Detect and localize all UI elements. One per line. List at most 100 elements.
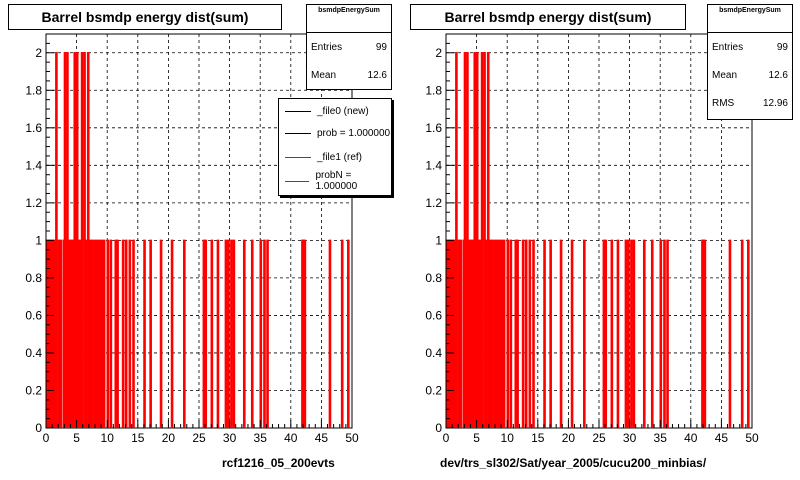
histogram-bar [506,239,510,428]
x-tick-label: 40 [284,431,298,445]
y-tick-label: 0.8 [425,271,442,285]
y-tick-label: 1.6 [25,121,42,135]
right-stats-name: bsmdpEnergySum [708,5,792,33]
legend-label: _file1 (ref) [317,151,363,163]
histogram-bar [83,52,86,428]
histogram-bar [502,239,506,428]
histogram-bar [659,239,663,428]
histogram-bar [616,239,620,428]
x-tick-label: 40 [684,431,698,445]
y-tick-label: 1 [35,233,42,247]
y-tick-label: 0 [35,421,42,435]
legend-label: probN = 1.000000 [315,170,358,192]
right-footer-label: dev/trs_sl302/Sat/year_2005/cucu200_minb… [440,456,707,470]
histogram-bar [466,52,469,428]
legend-entry-prob: prob = 1.000000 [279,123,391,143]
histogram-bar [259,239,263,428]
y-tick-label: 2 [435,46,442,60]
histogram-bar [57,239,61,428]
histogram-bar [516,239,519,428]
histogram-bar [77,239,80,428]
histogram-bar [121,239,125,428]
histogram-bar [106,239,110,428]
legend-entry-file1: _file1 (ref) [279,147,391,167]
histogram-bar [473,52,477,428]
histogram-bar [69,239,73,428]
x-tick-label: 15 [531,431,545,445]
entries-label: Entries [311,41,343,53]
histogram-bar [95,239,99,428]
histogram-bar [490,239,494,428]
x-tick-label: 25 [192,431,206,445]
histogram-bar [303,239,307,428]
y-tick-label: 0.8 [25,271,42,285]
histogram-bar [90,239,94,428]
histogram-bar [204,239,208,428]
right-stats-rms-row: RMS 12.96 [708,89,792,117]
histogram-bar [521,239,525,428]
mean-label: Mean [712,69,738,81]
histogram-bar [627,239,630,428]
histogram-bar [59,239,62,428]
y-tick-label: 1.6 [425,121,442,135]
histogram-bar [93,239,96,428]
histogram-bar [455,52,458,428]
histogram-bar [453,239,456,428]
y-tick-label: 1 [435,233,442,247]
x-tick-label: 20 [562,431,576,445]
histogram-bar [202,239,206,428]
histogram-bar [632,239,636,428]
histogram-bar [100,239,104,428]
y-tick-label: 1.4 [25,158,42,172]
legend-swatch [285,180,310,182]
x-tick-label: 30 [223,431,237,445]
right-stats-entries-row: Entries 99 [708,33,792,61]
histogram-bar [471,239,475,428]
x-tick-label: 50 [745,431,759,445]
x-tick-label: 20 [162,431,176,445]
histogram-bar [459,239,462,428]
histogram-bar [583,239,586,428]
right-stats-box: bsmdpEnergySum Entries 99 Mean 12.6 RMS … [707,4,793,120]
histogram-bar [230,239,233,428]
histogram-bar [227,239,230,428]
y-tick-label: 0.4 [425,346,442,360]
histogram-bar [469,239,473,428]
y-tick-label: 1.8 [25,83,42,97]
histogram-bar [80,52,84,428]
mean-value: 12.6 [768,69,788,81]
histogram-bar [485,239,488,428]
histogram-bar [66,52,69,428]
histogram-bar [524,239,528,428]
histogram-bar [51,239,55,428]
histogram-bar [210,239,214,428]
histogram-bar [543,239,546,428]
histogram-bar [124,239,128,428]
x-tick-label: 5 [73,431,80,445]
y-tick-label: 0.6 [425,308,442,322]
histogram-bar [170,239,174,428]
histogram-bar [55,52,58,428]
histogram-bar [549,239,552,428]
x-tick-label: 15 [131,431,145,445]
histogram-bar [109,239,113,428]
y-tick-label: 1.8 [425,83,442,97]
y-tick-label: 0.6 [25,308,42,322]
histogram-bar [149,239,152,428]
histogram-bar [701,239,705,428]
histogram-bar [224,239,228,428]
x-tick-label: 10 [101,431,115,445]
histogram-bar [451,239,455,428]
histogram-bar [128,239,132,428]
histogram-bar [183,239,186,428]
histogram-bar [495,239,499,428]
histogram-bar [532,239,535,428]
histogram-bar [114,239,118,428]
y-tick-label: 1.4 [425,158,442,172]
histogram-bar [728,239,732,428]
histogram-bar [663,239,666,428]
histogram-bar [650,239,654,428]
histogram-bar [483,52,486,428]
histogram-bar [328,239,332,428]
